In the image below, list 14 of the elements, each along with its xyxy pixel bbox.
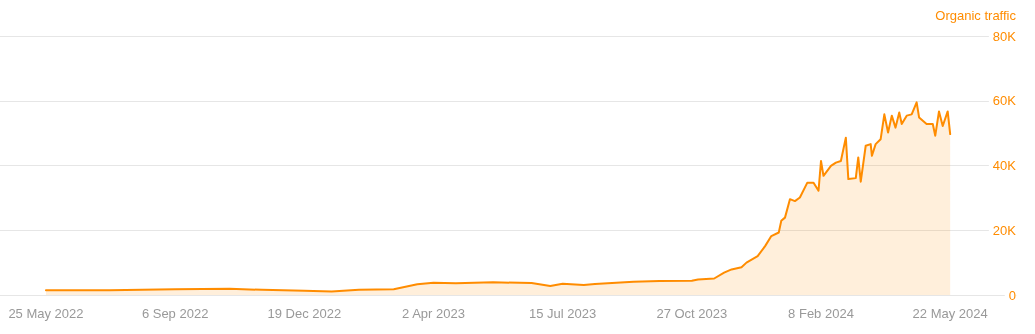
y-tick-label: 20K xyxy=(992,222,1017,238)
y-tick-label: 0 xyxy=(1008,287,1016,303)
x-tick-label: 8 Feb 2024 xyxy=(788,306,854,321)
x-tick-label: 22 May 2024 xyxy=(912,306,988,321)
y-axis-title: Organic traffic xyxy=(935,8,1017,23)
x-tick-label: 25 May 2022 xyxy=(8,306,84,321)
x-tick-label: 19 Dec 2022 xyxy=(267,306,342,321)
x-tick-label: 2 Apr 2023 xyxy=(402,306,465,321)
x-tick-label: 6 Sep 2022 xyxy=(141,306,209,321)
x-tick-label: 15 Jul 2023 xyxy=(529,306,597,321)
y-tick-label: 80K xyxy=(992,28,1017,44)
y-tick-label: 40K xyxy=(992,158,1017,173)
y-tick-label: 60K xyxy=(992,93,1017,109)
x-tick-label: 27 Oct 2023 xyxy=(656,306,728,321)
